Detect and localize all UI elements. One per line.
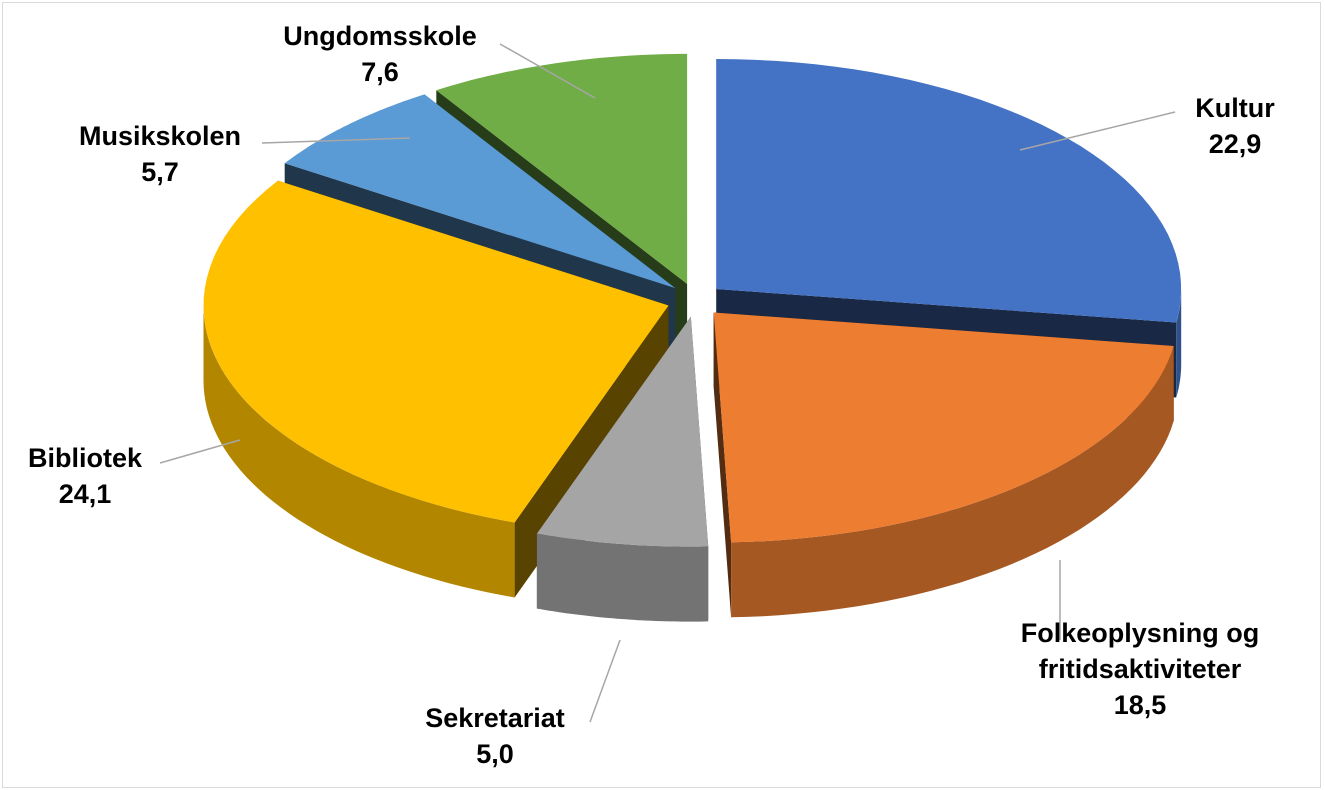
leader-line — [589, 639, 621, 723]
slice — [536, 316, 709, 547]
value-label: 18,5 — [1113, 690, 1167, 720]
slice — [716, 59, 1182, 323]
data-label: Folkeoplysning og fritidsaktiviteter 18,5 — [995, 615, 1285, 723]
slice — [436, 53, 688, 284]
data-label: Bibliotek 24,1 — [28, 440, 142, 512]
category-label: Kultur — [1195, 93, 1275, 123]
value-label: 24,1 — [58, 479, 112, 509]
data-label: Musikskolen 5,7 — [79, 118, 241, 190]
data-label: Kultur 22,9 — [1195, 90, 1274, 162]
data-label: Ungdomsskole 7,6 — [283, 18, 477, 90]
slice — [284, 94, 676, 289]
data-label: Sekretariat 5,0 — [425, 700, 565, 772]
slice-wall — [1176, 289, 1182, 398]
slice — [713, 312, 1174, 543]
value-label: 22,9 — [1208, 129, 1262, 159]
slice — [203, 180, 669, 523]
category-label: Folkeoplysning og fritidsaktiviteter — [1020, 618, 1260, 684]
leader-line — [1019, 111, 1176, 151]
leader-line — [159, 439, 241, 464]
category-label: Ungdomsskole — [283, 21, 477, 51]
category-label: Musikskolen — [78, 121, 242, 151]
value-label: 5,0 — [476, 739, 514, 769]
slice-wall — [536, 533, 709, 622]
leader-line — [499, 43, 596, 99]
category-label: Sekretariat — [425, 703, 565, 733]
slice-wall — [203, 305, 515, 598]
value-label: 5,7 — [141, 157, 179, 187]
value-label: 7,6 — [361, 57, 399, 87]
slice-side — [713, 312, 732, 618]
leader-line — [261, 137, 411, 144]
slice-wall — [731, 346, 1174, 618]
category-label: Bibliotek — [27, 443, 143, 473]
